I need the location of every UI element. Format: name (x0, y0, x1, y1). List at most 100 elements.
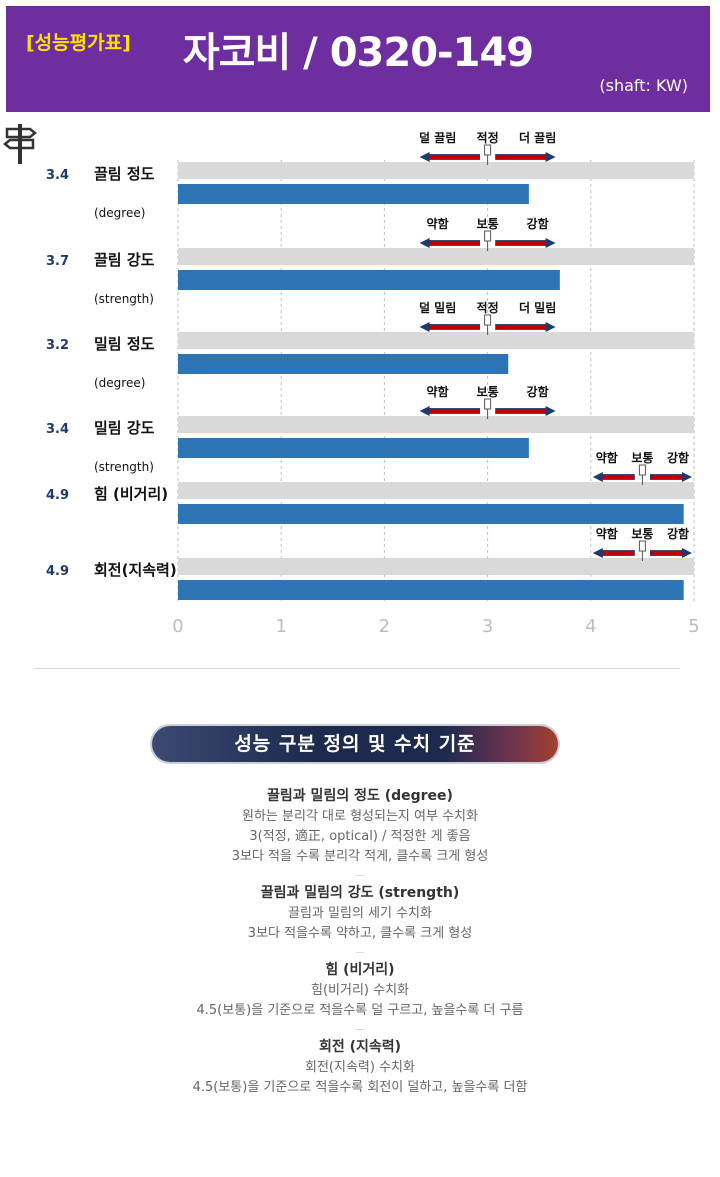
right-arrow (650, 474, 685, 480)
scale-label-low: 약함 (596, 526, 618, 541)
left-arrowhead (419, 322, 430, 332)
x-tick-label: 0 (172, 616, 183, 637)
definition-title: 힘 (비거리) (325, 962, 395, 978)
scale-label-high: 더 끌림 (519, 130, 556, 145)
scale-label-mid: 보통 (631, 526, 653, 541)
scale-label-low: 약함 (427, 384, 449, 399)
scale-indicator (419, 314, 556, 335)
definition-line: 힘(비거리) 수치화 (311, 983, 409, 998)
pin-icon (484, 398, 492, 410)
category-label: 밀림 정도 (94, 335, 155, 353)
value-bar (178, 438, 529, 458)
left-arrow (427, 408, 481, 414)
right-arrow (495, 154, 549, 160)
x-tick-label: 3 (482, 616, 493, 637)
value-label: 3.2 (46, 338, 69, 353)
left-arrowhead (592, 472, 603, 482)
section-separator: — (355, 947, 365, 958)
value-label: 3.4 (46, 168, 69, 183)
category-label: 회전(지속력) (94, 561, 177, 579)
definition-line: 회전(지속력) 수치화 (305, 1060, 415, 1075)
definition-title: 끌림과 밀림의 강도 (strength) (260, 885, 460, 901)
scale-label-mid: 적정 (477, 300, 499, 315)
scale-label-low: 약함 (427, 216, 449, 231)
track-bar (178, 162, 694, 179)
right-arrowhead (682, 472, 692, 482)
right-arrowhead (682, 548, 692, 558)
left-arrow (427, 240, 481, 246)
category-sublabel: (degree) (94, 376, 145, 390)
category-sublabel: (strength) (94, 292, 154, 306)
right-arrowhead (545, 152, 556, 162)
scale-label-low: 덜 끌림 (419, 131, 456, 145)
right-arrow (650, 550, 685, 556)
signpost-icon (2, 124, 38, 164)
value-bar (178, 580, 684, 600)
definition-line: 4.5(보통)을 기준으로 적을수록 회전이 덜하고, 높을수록 더함 (192, 1080, 528, 1095)
pin-icon (638, 540, 646, 552)
category-label: 힘 (비거리) (94, 485, 168, 503)
definition-title: 회전 (지속력) (318, 1039, 402, 1055)
scale-label-mid: 적정 (477, 130, 499, 145)
definition-section: 회전 (지속력) 회전(지속력) 수치화 4.5(보통)을 기준으로 적을수록 회전… (0, 1037, 720, 1098)
scale-label-high: 강함 (667, 450, 689, 465)
right-arrowhead (545, 406, 556, 416)
category-label: 끌림 강도 (94, 251, 155, 269)
page-title: 자코비 / 0320-149 (182, 30, 534, 76)
evaluation-badge: [성능평가표] (26, 32, 131, 54)
definition-line: 3보다 적을수록 약하고, 클수록 크게 형성 (247, 926, 473, 941)
definition-line: 원하는 분리각 대로 형성되는지 여부 수치화 (242, 809, 478, 824)
pin-icon (484, 314, 492, 326)
scale-label-high: 강함 (527, 216, 549, 231)
scale-indicator (592, 464, 692, 485)
left-arrowhead (419, 152, 430, 162)
left-arrowhead (592, 548, 603, 558)
scale-label-mid: 보통 (631, 450, 653, 465)
scale-label-mid: 보통 (477, 216, 499, 231)
definition-line: 3보다 적을 수록 분리각 적게, 클수록 크게 형성 (231, 849, 489, 864)
pin-icon (484, 230, 492, 242)
section-separator: — (355, 1024, 365, 1035)
track-bar (178, 416, 694, 433)
category-sublabel: (strength) (94, 460, 154, 474)
definition-section: 힘 (비거리) 힘(비거리) 수치화 4.5(보통)을 기준으로 적을수록 덜 구르… (0, 960, 720, 1021)
pin-icon (638, 464, 646, 476)
definition-section: 끌림과 밀림의 정도 (degree) 원하는 분리각 대로 형성되는지 여부 수… (0, 786, 720, 867)
performance-chart: 0 1 2 3 4 53.4 끌림 정도(degree)덜 끌림 적정 더 끌림3.7 끌림 강도… (2, 124, 700, 637)
left-arrowhead (419, 238, 430, 248)
scale-label-high: 강함 (527, 384, 549, 399)
scale-label-low: 약함 (596, 450, 618, 465)
track-bar (178, 558, 694, 575)
definitions-list: 끌림과 밀림의 정도 (degree) 원하는 분리각 대로 형성되는지 여부 수… (0, 784, 720, 1102)
scale-label-low: 덜 밀림 (419, 301, 456, 315)
definition-section: 끌림과 밀림의 강도 (strength) 끌림과 밀림의 세기 수치화 3보다 적… (0, 883, 720, 944)
value-bar (178, 354, 509, 374)
scale-label-mid: 보통 (477, 384, 499, 399)
definition-line: 3(적정, 適正, optical) / 적정한 게 좋음 (249, 829, 471, 844)
scale-indicator (592, 540, 692, 561)
definition-title: 끌림과 밀림의 정도 (degree) (267, 788, 453, 804)
definition-line: 끌림과 밀림의 세기 수치화 (288, 906, 432, 921)
definition-line: 4.5(보통)을 기준으로 적을수록 덜 구르고, 높을수록 더 구름 (196, 1003, 524, 1018)
value-bar (178, 504, 684, 524)
section-divider (34, 668, 680, 669)
definitions-banner: 성능 구분 정의 및 수치 기준 (152, 726, 558, 762)
x-tick-label: 4 (585, 616, 596, 637)
right-arrow (495, 240, 549, 246)
right-arrowhead (545, 238, 556, 248)
value-label: 3.7 (46, 254, 69, 269)
left-arrow (427, 324, 481, 330)
track-bar (178, 482, 694, 499)
value-label: 4.9 (46, 564, 69, 579)
section-separator: — (355, 870, 365, 881)
left-arrow (600, 550, 635, 556)
left-arrow (427, 154, 481, 160)
scale-indicator (419, 230, 556, 251)
scale-indicator (419, 144, 556, 165)
value-label: 3.4 (46, 422, 69, 437)
header-banner: [성능평가표] 자코비 / 0320-149 (shaft: KW) (6, 6, 710, 112)
right-arrowhead (545, 322, 556, 332)
right-arrow (495, 408, 549, 414)
shaft-label: (shaft: KW) (599, 76, 688, 95)
scale-label-high: 더 밀림 (519, 300, 556, 315)
